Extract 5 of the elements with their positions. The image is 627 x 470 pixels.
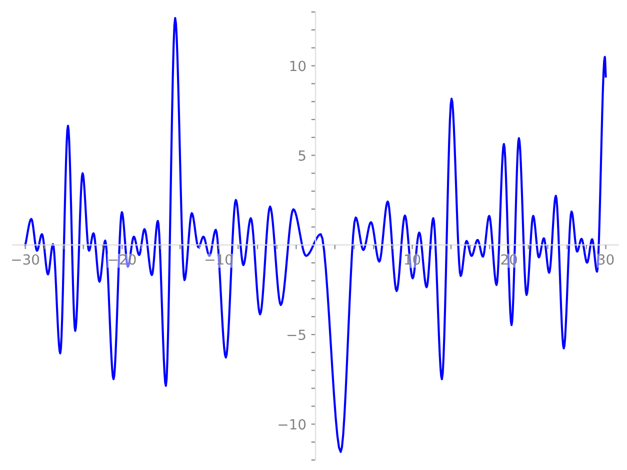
x-tick-label: −30 [12,254,40,265]
y-tick-label: 10 [290,60,306,72]
y-tick-label: −5 [288,330,306,340]
y-tick-label: 5 [298,150,306,161]
y-tick-label: −10 [278,419,306,430]
